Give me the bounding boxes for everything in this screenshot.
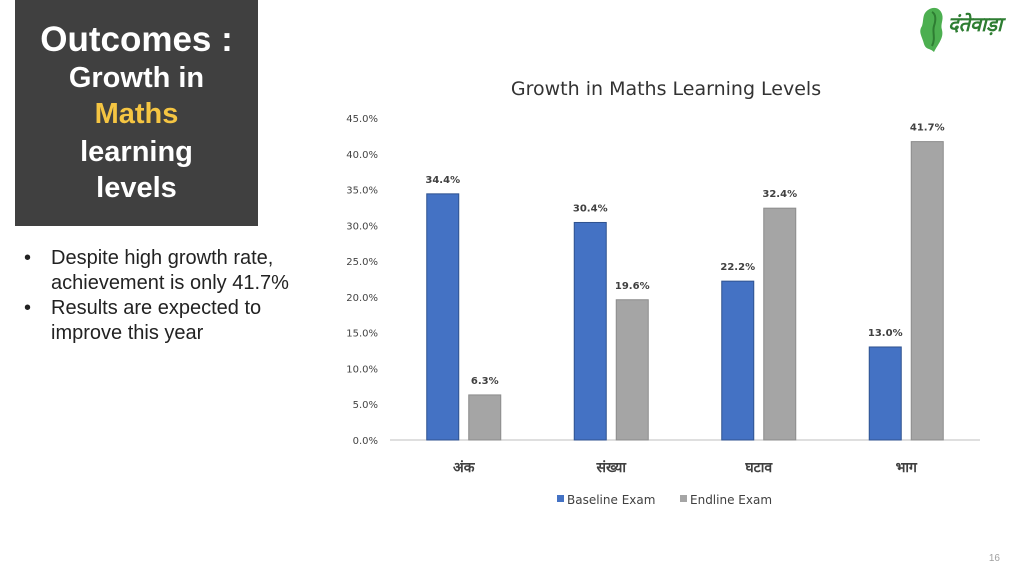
y-tick-label: 10.0% [346, 364, 378, 375]
data-labels-group: 34.4% 6.3% 30.4% 19.6% 22.2% 32.4% 13.0% 41.7% [425, 123, 944, 387]
bullet-dot-icon: • [24, 247, 32, 269]
y-tick-label: 20.0% [346, 293, 378, 304]
data-label: 41.7% [910, 123, 945, 134]
chart-title: Growth in Maths Learning Levels [511, 78, 821, 100]
bullet-dot-icon: • [24, 297, 32, 319]
state-map-logo-icon [920, 7, 943, 52]
bar [468, 394, 502, 441]
bar [910, 141, 944, 441]
data-label: 13.0% [868, 328, 903, 339]
legend-label: Baseline Exam [567, 493, 655, 507]
data-label: 30.4% [573, 203, 608, 214]
title-line-4: learning [80, 136, 193, 168]
bullet-text: Results are expected to improve this yea… [51, 297, 262, 344]
legend-label: Endline Exam [690, 493, 772, 507]
logo-text: दंतेवाड़ा [948, 12, 1003, 36]
y-tick-label: 40.0% [346, 150, 378, 161]
bar [868, 346, 902, 441]
y-tick-label: 5.0% [353, 400, 378, 411]
x-tick-label: संख्या [596, 460, 628, 476]
bar [426, 193, 460, 441]
bar [573, 221, 607, 441]
page-number: 16 [988, 553, 1000, 564]
title-line-5: levels [96, 172, 177, 204]
y-tick-label: 0.0% [353, 436, 378, 447]
y-tick-label: 30.0% [346, 221, 378, 232]
title-line-2: Growth in [68, 62, 205, 94]
x-tick-label: अंक [453, 460, 476, 476]
y-tick-label: 15.0% [346, 329, 378, 340]
bullet-item: • Despite high growth rate, achievement i… [22, 246, 332, 296]
bar [763, 207, 797, 441]
title-line-1: Outcomes : [40, 20, 233, 59]
x-axis-categories: अंक संख्या घटाव भाग [453, 460, 918, 476]
bars-group [426, 141, 944, 441]
data-label: 19.6% [615, 281, 650, 292]
bullet-item: • Results are expected to improve this ye… [22, 296, 332, 346]
y-tick-label: 25.0% [346, 257, 378, 268]
x-tick-label: घटाव [744, 460, 773, 476]
data-label: 32.4% [762, 189, 797, 200]
bullet-list: • Despite high growth rate, achievement i… [22, 246, 332, 346]
bar [615, 299, 649, 441]
data-label: 6.3% [471, 376, 499, 387]
x-tick-label: भाग [896, 460, 918, 476]
title-line-3-highlight: Maths [94, 98, 179, 130]
data-label: 34.4% [425, 175, 460, 186]
bullet-text: Despite high growth rate, achievement is… [51, 247, 289, 294]
legend-swatch [557, 495, 564, 502]
data-label: 22.2% [720, 262, 755, 273]
legend: Baseline Exam Endline Exam [557, 493, 772, 507]
y-tick-label: 35.0% [346, 186, 378, 197]
y-tick-label: 45.0% [346, 114, 378, 125]
bar [721, 280, 755, 441]
y-axis: 0.0% 5.0% 10.0% 15.0% 20.0% 25.0% 30.0% 35.0% 40… [346, 114, 378, 447]
title-box: Outcomes : Growth in Maths learning leve… [15, 0, 258, 226]
legend-swatch [680, 495, 687, 502]
